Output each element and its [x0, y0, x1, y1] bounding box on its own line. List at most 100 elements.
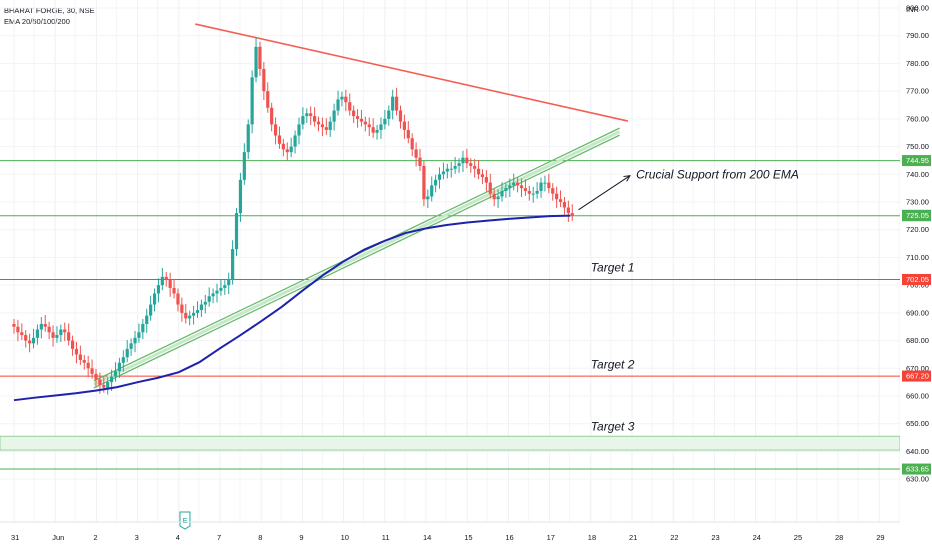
- candle-body: [500, 190, 504, 197]
- candle-body: [98, 379, 102, 385]
- candle-body: [504, 188, 508, 191]
- candle: [531, 186, 535, 203]
- candle-body: [102, 384, 106, 388]
- candle-body: [558, 199, 563, 203]
- candle: [391, 89, 395, 120]
- y-tick-label: 750.00: [906, 142, 929, 151]
- candle-body: [391, 96, 395, 111]
- candle: [449, 161, 453, 178]
- candle-body: [316, 121, 321, 125]
- candle: [149, 295, 153, 321]
- price-badge-bg: [902, 273, 931, 285]
- candle-body: [344, 96, 348, 103]
- indicator-label[interactable]: EMA 20/50/100/200: [4, 17, 70, 26]
- x-tick-label: 22: [670, 533, 678, 542]
- y-tick-label: 730.00: [906, 198, 929, 207]
- candle-body: [566, 207, 570, 214]
- candle: [519, 178, 524, 198]
- candle: [527, 185, 531, 201]
- candle: [465, 148, 469, 169]
- candle: [320, 117, 325, 137]
- candle: [394, 87, 399, 116]
- price-badge-label: 702.05: [906, 275, 929, 284]
- candle-body: [106, 382, 110, 388]
- candle-body: [476, 168, 481, 175]
- candle: [336, 90, 340, 116]
- candle: [398, 105, 403, 129]
- candle-body: [176, 293, 180, 305]
- target-zone: [0, 435, 901, 451]
- channel-line: [93, 130, 621, 386]
- candle-body: [289, 146, 293, 153]
- y-tick-label: 640.00: [906, 447, 929, 456]
- candle-body: [394, 96, 399, 111]
- candle: [484, 170, 488, 192]
- candle: [488, 173, 492, 199]
- candle-body: [285, 149, 289, 153]
- candle-body: [359, 118, 364, 122]
- symbol-title[interactable]: BHARAT FORGE, 30, NSE: [4, 6, 95, 15]
- candle: [145, 308, 149, 333]
- candle: [215, 283, 219, 303]
- candle: [562, 197, 567, 215]
- candle-body: [555, 193, 559, 200]
- x-tick-label: 21: [629, 533, 637, 542]
- y-tick-label: 710.00: [906, 253, 929, 262]
- candle-body: [82, 359, 86, 363]
- candle: [558, 190, 563, 208]
- candle: [231, 240, 235, 285]
- candle: [539, 177, 543, 198]
- candle-body: [410, 138, 414, 150]
- candle-body: [168, 279, 172, 288]
- annotation-text: Target 3: [591, 420, 635, 434]
- candle: [445, 163, 449, 179]
- candle: [137, 323, 141, 343]
- candle: [293, 130, 297, 154]
- x-tick-label: 29: [876, 533, 884, 542]
- candle-body: [246, 124, 250, 153]
- candle-body: [301, 116, 305, 125]
- candle-body: [90, 368, 94, 374]
- candle: [172, 279, 176, 299]
- candle: [305, 108, 309, 124]
- candle: [285, 142, 289, 161]
- earnings-icon: [179, 511, 191, 530]
- candle-body: [149, 304, 153, 316]
- y-tick-label: 670.00: [906, 364, 929, 373]
- candle: [324, 118, 328, 135]
- candle: [352, 105, 356, 124]
- candle-body: [207, 296, 211, 302]
- candle: [297, 117, 301, 145]
- candle: [47, 321, 51, 340]
- candle-body: [492, 193, 496, 200]
- candle: [35, 324, 40, 345]
- candle-body: [293, 135, 297, 147]
- y-tick-label: 740.00: [906, 170, 929, 179]
- annotation-text: Target 1: [591, 260, 635, 274]
- candle-body: [219, 287, 223, 291]
- candle: [512, 173, 516, 191]
- candle: [437, 167, 442, 189]
- price-badge-bg: [902, 463, 931, 475]
- candle: [20, 323, 24, 341]
- candle: [313, 107, 317, 127]
- candle: [441, 162, 446, 180]
- candle: [418, 148, 422, 171]
- candle-body: [191, 312, 196, 316]
- candle: [133, 330, 137, 353]
- candle: [125, 340, 129, 363]
- candle: [422, 160, 426, 207]
- candle: [152, 288, 157, 312]
- candle-body: [461, 157, 465, 164]
- candle: [113, 362, 118, 382]
- currency-label: INR: [906, 5, 920, 14]
- candle-body: [473, 165, 477, 169]
- candle: [160, 267, 164, 291]
- candle-body: [137, 332, 141, 338]
- candle-body: [125, 348, 129, 358]
- candle: [78, 345, 82, 365]
- candle-body: [535, 190, 539, 194]
- candle: [90, 359, 94, 379]
- candle: [74, 341, 79, 364]
